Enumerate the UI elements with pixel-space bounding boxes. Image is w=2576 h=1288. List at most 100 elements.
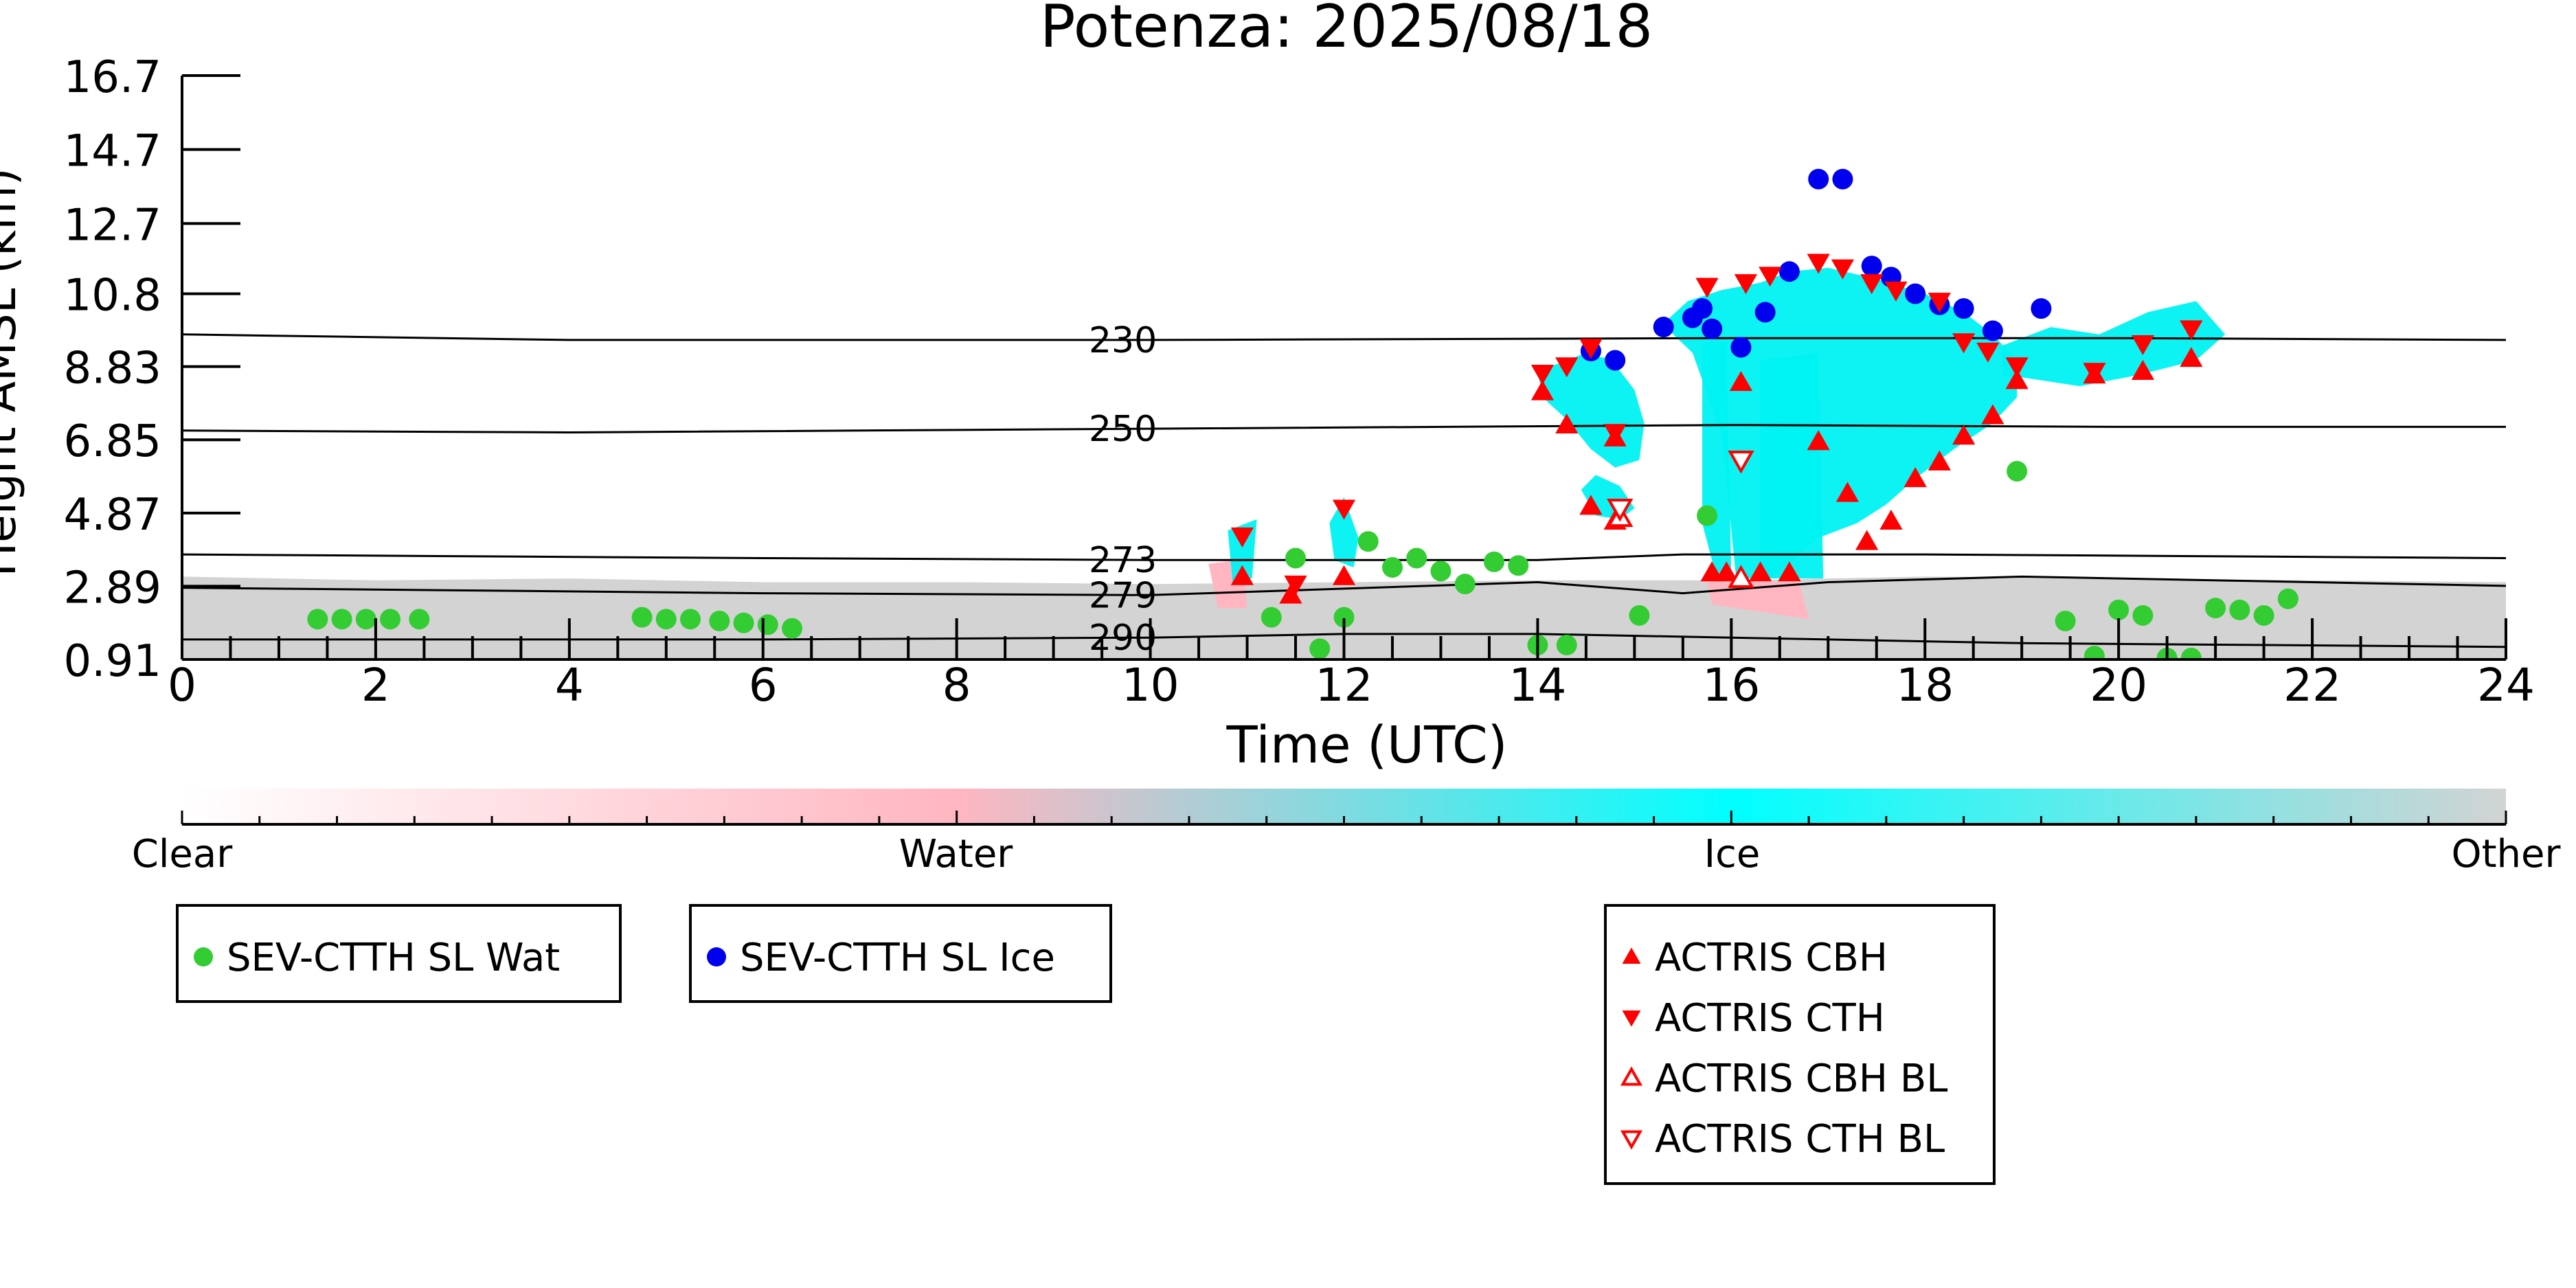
plot-clip-group	[182, 168, 2506, 659]
isotherm-line	[182, 424, 2506, 434]
data-point	[2055, 611, 2076, 632]
data-point	[2180, 647, 2202, 659]
legend-label: ACTRIS CBH BL	[1655, 1057, 1947, 1101]
data-point	[631, 607, 653, 628]
x-tick-label: 14	[1509, 659, 1566, 712]
series-actris-cth-bl	[1607, 451, 1754, 522]
cloud-mask-ice-region	[1760, 352, 1824, 579]
data-point	[1692, 298, 1713, 319]
data-point	[1749, 561, 1772, 582]
colorbar-label: Clear	[132, 832, 233, 877]
data-point	[1332, 565, 1356, 585]
data-point	[1555, 413, 1579, 433]
legend-satellite-ice: SEV-CTTH SL Ice	[689, 904, 1112, 1003]
data-point	[1603, 424, 1627, 444]
data-point	[707, 947, 726, 967]
data-point	[1855, 530, 1879, 550]
data-point	[1607, 499, 1634, 522]
isotherm-line	[182, 333, 2506, 341]
cloud-mask-ice-region	[1329, 497, 1359, 567]
x-tick-label: 10	[1122, 659, 1179, 712]
isotherm-line	[182, 553, 2506, 561]
data-point	[1332, 499, 1356, 520]
data-point	[2131, 359, 2155, 380]
data-point	[2205, 598, 2226, 619]
data-point	[709, 611, 730, 632]
data-point	[1620, 1130, 1643, 1150]
isotherm-line	[182, 575, 2506, 596]
data-point	[1555, 357, 1579, 378]
data-point	[1579, 339, 1603, 359]
data-point	[409, 609, 430, 630]
data-point	[1700, 561, 1724, 582]
cloud-mask-ice-region	[2002, 301, 2226, 387]
y-tick-label: 12.7	[64, 200, 162, 251]
data-point	[2131, 335, 2155, 356]
cloud-mask-ice-region	[1663, 267, 2018, 579]
data-point	[1903, 466, 1927, 488]
data-point	[307, 609, 328, 630]
y-tick-label: 14.7	[64, 126, 162, 177]
colorbar-label: Ice	[1704, 832, 1761, 877]
y-tick-label: 10.8	[64, 271, 162, 321]
data-point	[1759, 267, 1782, 287]
data-point	[1629, 605, 1650, 626]
x-tick-label: 8	[942, 659, 971, 712]
data-point	[2180, 320, 2203, 341]
data-point	[1357, 531, 1379, 552]
isotherm-label: 290	[1089, 618, 1157, 659]
data-point	[1406, 547, 1427, 569]
data-point	[1879, 509, 1903, 530]
data-point	[1261, 607, 1282, 628]
legend-satellite-water: SEV-CTTH SL Wat	[176, 904, 622, 1003]
data-point	[1729, 371, 1753, 392]
data-point	[1982, 320, 2003, 341]
data-point	[1530, 365, 1555, 385]
data-point	[1430, 561, 1451, 582]
legend-label: ACTRIS CTH BL	[1655, 1117, 1945, 1162]
data-point	[1622, 947, 1641, 964]
data-point	[2005, 369, 2029, 389]
data-point	[1605, 350, 1626, 371]
colorbar-label: Other	[2451, 832, 2561, 877]
colorbar: Clear Water Ice Other	[132, 789, 2561, 877]
data-point	[2132, 605, 2154, 626]
data-point	[2007, 460, 2028, 482]
data-point	[1309, 638, 1331, 659]
data-point	[1928, 293, 1951, 313]
data-point	[1831, 259, 1855, 280]
data-point	[1508, 555, 1529, 576]
data-point	[1728, 565, 1754, 588]
data-point	[2229, 599, 2250, 620]
legend-label: SEV-CTTH SL Ice	[740, 936, 1055, 980]
data-point	[1807, 430, 1830, 451]
data-point	[1653, 317, 1674, 338]
data-point	[1530, 380, 1555, 400]
data-point	[1754, 302, 1776, 323]
y-axis-label: Height AMSL (km)	[0, 168, 26, 577]
data-point	[194, 947, 213, 967]
data-point	[1728, 451, 1754, 474]
data-point	[2180, 347, 2203, 368]
data-point	[1734, 274, 1758, 295]
data-point	[1778, 561, 1801, 582]
data-point	[680, 609, 701, 630]
x-tick-label: 4	[555, 659, 584, 712]
data-point	[733, 612, 754, 633]
colorbar-label: Water	[899, 832, 1014, 877]
data-point	[1702, 318, 1723, 339]
data-point	[1483, 551, 1504, 572]
data-point	[1808, 168, 1829, 190]
data-point	[782, 618, 803, 639]
x-tick-label: 22	[2283, 659, 2341, 712]
isotherm-label: 273	[1089, 540, 1157, 581]
x-tick-label: 20	[2090, 659, 2147, 712]
data-point	[1730, 337, 1752, 358]
legend-label: ACTRIS CTH	[1655, 996, 1885, 1041]
y-tick-label: 4.87	[64, 490, 162, 541]
cloud-mask-ice-region	[1702, 341, 1732, 579]
data-point	[1622, 1010, 1641, 1027]
data-point	[1953, 298, 1974, 319]
data-point	[1715, 561, 1738, 582]
